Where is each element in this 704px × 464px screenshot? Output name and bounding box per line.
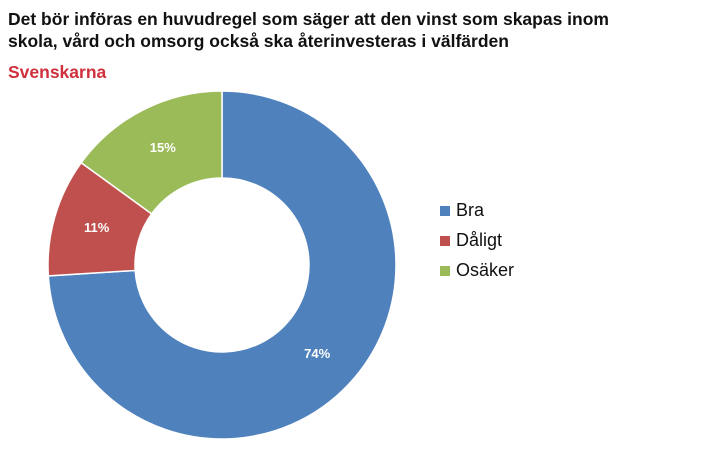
legend-swatch xyxy=(440,266,450,276)
data-label: 74% xyxy=(304,346,330,361)
data-label: 15% xyxy=(150,140,176,155)
legend-swatch xyxy=(440,206,450,216)
legend-label: Dåligt xyxy=(456,230,502,250)
data-label: 11% xyxy=(84,220,110,235)
chart-subtitle: Svenskarna xyxy=(8,62,107,82)
legend-swatch xyxy=(440,236,450,246)
donut-slice xyxy=(80,90,223,215)
legend-label: Osäker xyxy=(456,260,514,280)
chart-title: Det bör införas en huvudregel som säger … xyxy=(8,9,609,51)
donut-slice xyxy=(47,90,397,440)
legend-label: Bra xyxy=(456,200,485,220)
